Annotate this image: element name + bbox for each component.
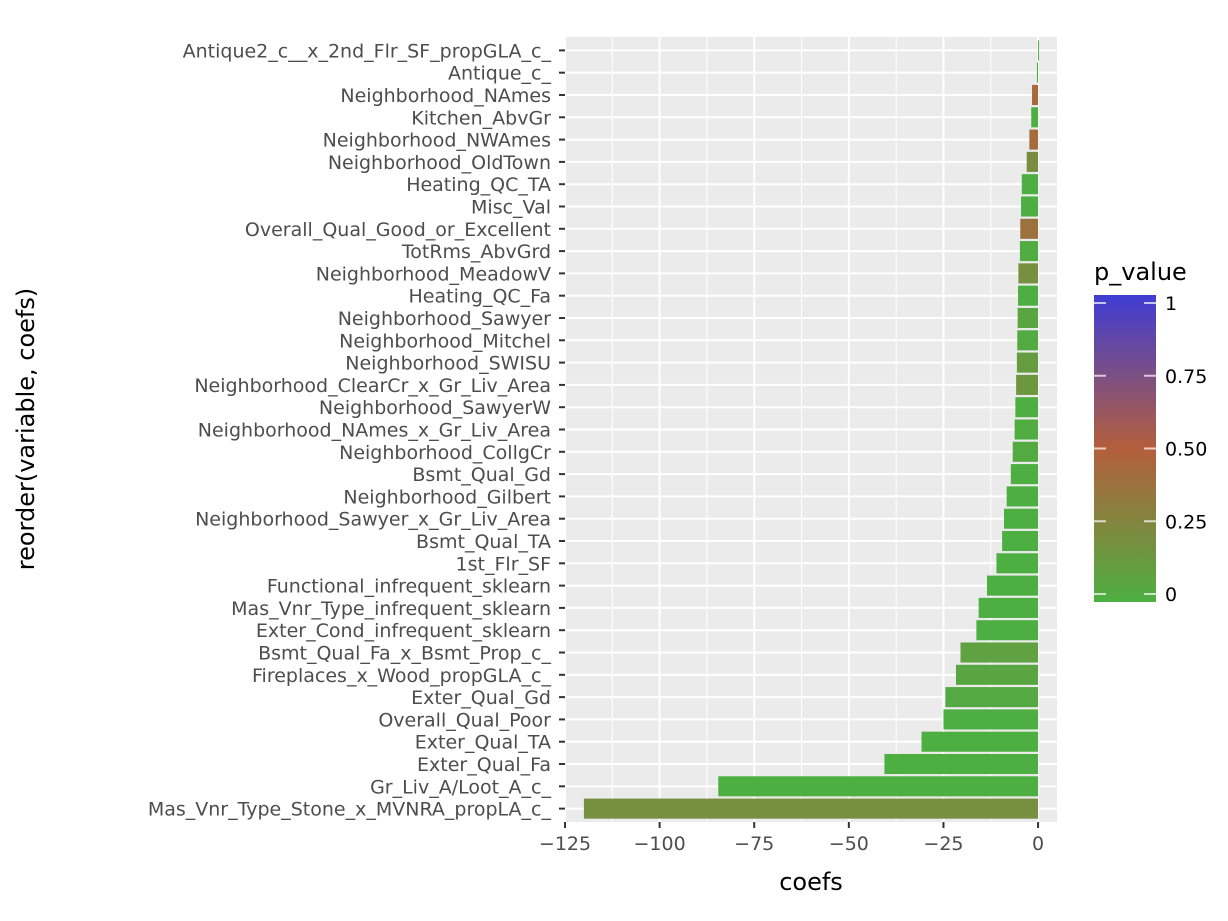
legend-tick-label: 0.25	[1165, 511, 1207, 533]
legend-tick-label: 0.75	[1165, 366, 1207, 388]
bar	[1019, 241, 1039, 262]
y-tick-label: Neighborhood_NAmes	[340, 85, 551, 107]
y-tick-label: Functional_infrequent_sklearn	[267, 576, 551, 598]
bar	[1020, 218, 1039, 239]
y-tick-label: Overall_Qual_Poor	[378, 709, 551, 731]
bar	[1012, 441, 1039, 462]
bar	[943, 709, 1039, 730]
bar	[718, 776, 1039, 797]
y-tick-label: Antique2_c__x_2nd_Flr_SF_propGLA_c_	[183, 40, 552, 62]
bar	[1016, 374, 1039, 395]
y-tick-label: Mas_Vnr_Type_infrequent_sklearn	[231, 598, 551, 620]
bar	[955, 664, 1039, 685]
bar	[1018, 285, 1039, 306]
legend: p_value 1 0.75 0.50 0.25 0	[1094, 258, 1207, 606]
bar	[1006, 486, 1039, 507]
y-tick-label: Neighborhood_OldTown	[328, 152, 551, 174]
bar	[996, 553, 1039, 574]
y-tick-label: Exter_Qual_Gd	[411, 687, 551, 709]
y-tick-label: Heating_QC_TA	[406, 174, 551, 196]
legend-tick-label: 1	[1165, 293, 1177, 315]
bar	[1026, 151, 1039, 172]
x-tick-label: −50	[829, 833, 869, 855]
y-tick-label: Neighborhood_Mitchel	[339, 330, 551, 352]
y-tick-label: Bsmt_Qual_TA	[416, 531, 551, 553]
y-tick-label: Bsmt_Qual_Fa_x_Bsmt_Prop_c_	[258, 643, 551, 665]
y-tick-label: Neighborhood_Gilbert	[343, 486, 551, 508]
y-tick-label: Mas_Vnr_Type_Stone_x_MVNRA_propLA_c_	[148, 799, 552, 821]
y-tick-label: Overall_Qual_Good_or_Excellent	[245, 219, 551, 241]
legend-tick-label: 0	[1165, 584, 1177, 606]
x-tick-label: −125	[539, 833, 591, 855]
bar	[1021, 196, 1039, 217]
bar	[1038, 40, 1040, 61]
y-tick-label: Exter_Cond_infrequent_sklearn	[256, 620, 551, 642]
bar	[1036, 62, 1039, 83]
y-tick-label: TotRms_AbvGrd	[401, 241, 551, 263]
y-tick-label: Exter_Qual_TA	[415, 732, 551, 754]
y-tick-label: Neighborhood_Sawyer	[338, 308, 551, 330]
y-tick-label: Neighborhood_NWAmes	[323, 130, 551, 152]
bar	[1018, 263, 1039, 284]
bar	[1017, 330, 1039, 351]
bar	[1032, 84, 1039, 106]
bar	[1031, 107, 1039, 128]
bar	[884, 753, 1039, 775]
bar	[1010, 464, 1039, 485]
bar	[583, 798, 1039, 819]
y-tick-label: Neighborhood_SWISU	[345, 353, 551, 375]
bar	[945, 687, 1039, 708]
y-tick-label: Gr_Liv_A/Loot_A_c_	[370, 776, 551, 798]
bar	[1014, 419, 1039, 440]
y-tick-label: Neighborhood_Sawyer_x_Gr_Liv_Area	[195, 509, 551, 531]
y-tick-label: 1st_Flr_SF	[456, 553, 551, 575]
x-tick-label: 0	[1032, 833, 1044, 855]
y-tick-label: Neighborhood_CollgCr	[339, 442, 551, 464]
x-axis-title: coefs	[779, 868, 843, 896]
y-tick-label: Heating_QC_Fa	[409, 286, 552, 308]
legend-title: p_value	[1094, 258, 1187, 286]
y-tick-label: Neighborhood_NAmes_x_Gr_Liv_Area	[198, 420, 551, 442]
y-axis-ticks: Antique2_c__x_2nd_Flr_SF_propGLA_c_Antiq…	[148, 40, 565, 821]
y-tick-label: Misc_Val	[471, 196, 551, 218]
legend-ticks: 1 0.75 0.50 0.25 0	[1094, 293, 1207, 606]
bars	[583, 40, 1040, 819]
bar	[1021, 174, 1039, 195]
y-tick-label: Neighborhood_MeadowV	[316, 263, 551, 285]
y-tick-label: Neighborhood_SawyerW	[319, 397, 551, 419]
x-tick-label: −100	[634, 833, 686, 855]
bar	[1017, 307, 1039, 329]
y-tick-label: Bsmt_Qual_Gd	[412, 464, 551, 486]
x-tick-label: −75	[734, 833, 774, 855]
bar	[1002, 530, 1039, 552]
x-tick-label: −25	[923, 833, 963, 855]
y-axis-title: reorder(variable, coefs)	[12, 288, 40, 571]
x-axis-ticks: −125 −100 −75 −50 −25 0	[539, 822, 1044, 855]
bar	[960, 642, 1039, 663]
legend-tick-label: 0.50	[1165, 439, 1207, 461]
bar	[1015, 397, 1039, 418]
y-tick-label: Fireplaces_x_Wood_propGLA_c_	[252, 665, 551, 687]
y-tick-label: Antique_c_	[448, 63, 552, 85]
y-tick-label: Exter_Qual_Fa	[417, 754, 551, 776]
bar	[921, 731, 1039, 752]
bar	[1016, 352, 1039, 373]
bar	[1029, 129, 1039, 150]
bar	[1004, 508, 1039, 529]
bar	[978, 597, 1039, 618]
y-tick-label: Neighborhood_ClearCr_x_Gr_Liv_Area	[194, 375, 551, 397]
bar	[986, 575, 1039, 596]
y-tick-label: Kitchen_AbvGr	[411, 107, 551, 129]
bar	[976, 620, 1039, 641]
